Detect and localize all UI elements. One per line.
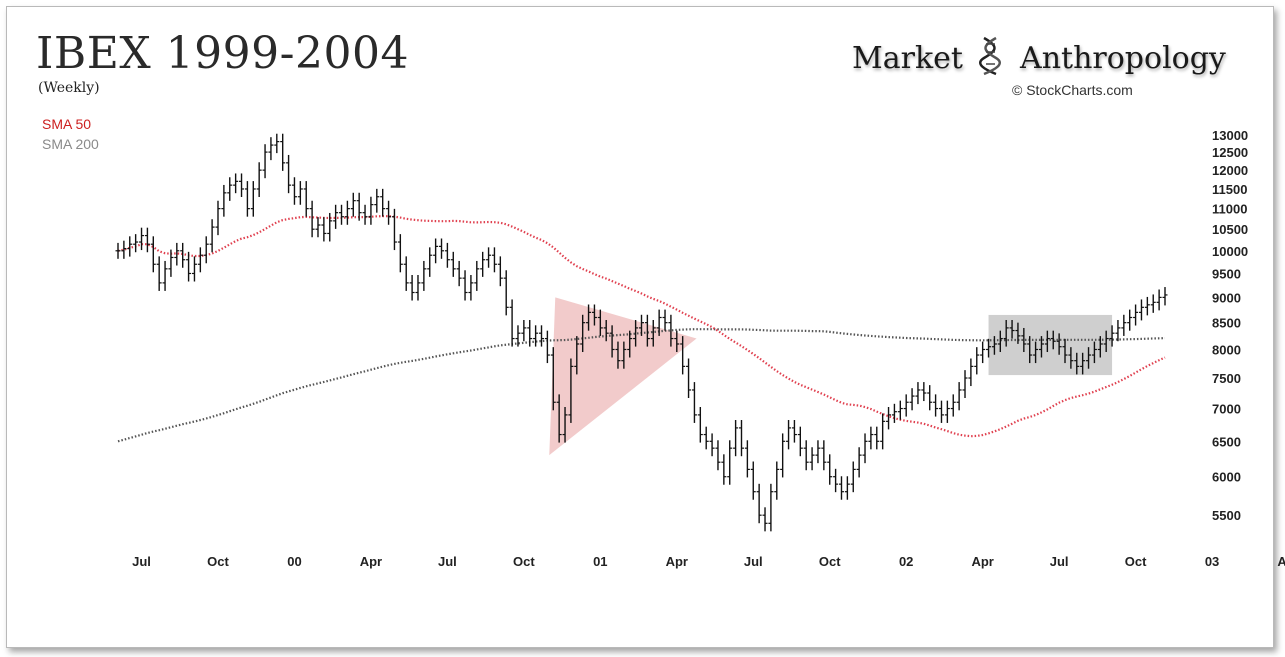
x-tick-label: Jul [1050, 554, 1069, 569]
y-tick-label: 6500 [1212, 434, 1241, 449]
y-tick-label: 11500 [1212, 182, 1247, 197]
x-tick-label: Oct [1125, 554, 1147, 569]
y-tick-label: 8000 [1212, 342, 1241, 357]
y-tick-label: 13000 [1212, 128, 1248, 143]
x-tick-label: 00 [287, 554, 301, 569]
sma50-line [117, 215, 1166, 438]
y-tick-label: 11000 [1212, 202, 1247, 217]
x-tick-label: Apr [666, 554, 688, 569]
x-tick-label: Oct [819, 554, 841, 569]
dna-helix-icon [979, 36, 1002, 76]
brand-left: Market [852, 41, 963, 76]
legend-sma200: SMA 200 [42, 136, 99, 152]
y-tick-label: 10500 [1212, 222, 1248, 237]
x-tick-label: Jul [744, 554, 763, 569]
brand-logo: Market Anthropology [852, 36, 1226, 76]
x-tick-label: 03 [1205, 554, 1219, 569]
x-tick-label: Oct [513, 554, 535, 569]
chart-title: IBEX 1999-2004 [36, 28, 409, 79]
x-tick-label: Jul [132, 554, 151, 569]
y-tick-label: 8500 [1212, 316, 1241, 331]
consolidation-box-annotation [988, 314, 1113, 376]
y-tick-label: 12500 [1212, 145, 1248, 160]
y-tick-label: 6000 [1212, 470, 1241, 485]
y-tick-label: 9000 [1212, 290, 1241, 305]
brand-right: Anthropology [1020, 41, 1226, 76]
stockcharts-credit: © StockCharts.com [1012, 82, 1133, 98]
y-tick-label: 5500 [1212, 508, 1241, 523]
x-tick-label: 01 [593, 554, 607, 569]
y-tick-label: 12000 [1212, 163, 1248, 178]
y-tick-label: 10000 [1212, 244, 1248, 259]
triangle-annotation [549, 297, 697, 456]
x-tick-label: Oct [207, 554, 229, 569]
y-tick-label: 7500 [1212, 371, 1241, 386]
x-tick-label: Apr [971, 554, 993, 569]
x-tick-label: 02 [899, 554, 913, 569]
y-tick-label: 7000 [1212, 402, 1241, 417]
legend: SMA 50 SMA 200 [42, 114, 99, 154]
y-tick-label: 9500 [1212, 266, 1241, 281]
legend-sma50: SMA 50 [42, 116, 92, 132]
x-tick-label: Apr [1277, 554, 1285, 569]
x-tick-label: Apr [360, 554, 382, 569]
chart-subtitle: (Weekly) [38, 80, 100, 96]
x-tick-label: Jul [438, 554, 457, 569]
